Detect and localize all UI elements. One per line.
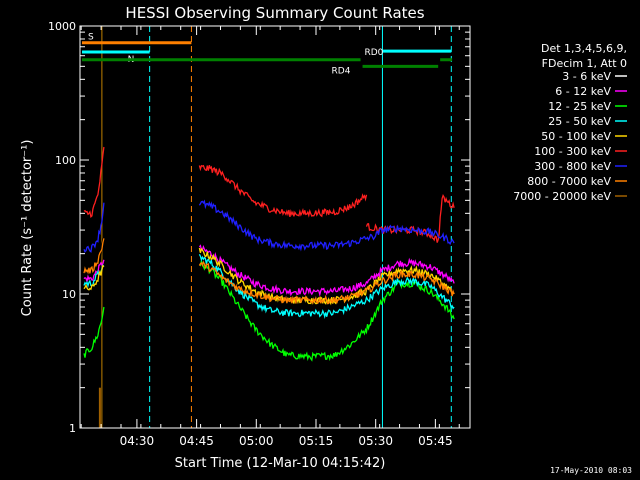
legend-label-3: 25 - 50 keV (548, 115, 611, 128)
flag-label-s: S (88, 33, 94, 43)
x-axis-label: Start Time (12-Mar-10 04:15:42) (175, 456, 386, 471)
y-tick-label-100: 100 (55, 154, 76, 167)
series-line-4-segment-0 (83, 264, 105, 291)
series-line-5-segment-2 (365, 193, 455, 243)
y-tick-label-1: 1 (69, 422, 76, 435)
series-line-5-segment-0 (83, 146, 105, 219)
series-line-1-segment-1 (198, 244, 455, 297)
legend-label-5: 100 - 300 keV (534, 145, 611, 158)
legend-label-6: 300 - 800 keV (534, 160, 611, 173)
series-line-5-segment-1 (198, 164, 368, 218)
y-axis-label: Count Rate (s⁻¹ detector⁻¹) (20, 140, 35, 317)
series-line-1-segment-0 (83, 259, 105, 282)
footer-date: 17-May-2010 08:03 (550, 466, 632, 475)
series-line-2-segment-1 (199, 259, 455, 362)
x-tick-label-05:45: 05:45 (418, 434, 453, 448)
legend-label-2: 12 - 25 keV (548, 100, 611, 113)
legend-label-7: 800 - 7000 keV (527, 175, 611, 188)
legend-header-1: FDecim 1, Att 0 (542, 57, 627, 70)
x-tick-label-04:30: 04:30 (120, 434, 155, 448)
plot-frame (79, 25, 471, 429)
y-tick-label-1000: 1000 (48, 20, 76, 33)
series-line-7-segment-1 (198, 260, 455, 305)
series-line-6-segment-1 (198, 199, 455, 252)
series-line-7-segment-0 (83, 238, 105, 275)
x-tick-label-05:30: 05:30 (358, 434, 393, 448)
flag-label-rd4: RD4 (332, 67, 351, 77)
x-tick-label-04:45: 04:45 (179, 434, 214, 448)
legend-label-8: 7000 - 20000 keV (513, 190, 611, 203)
legend-label-4: 50 - 100 keV (541, 130, 611, 143)
legend-label-1: 6 - 12 keV (555, 85, 611, 98)
legend-header-0: Det 1,3,4,5,6,9, (541, 42, 627, 55)
series-line-2-segment-0 (83, 306, 105, 358)
chart-title: HESSI Observing Summary Count Rates (125, 4, 424, 22)
series-line-3-segment-1 (198, 253, 455, 320)
series-line-6-segment-0 (83, 202, 105, 253)
flag-label-rd0: RD0 (364, 48, 383, 58)
series-line-0-segment-1 (198, 235, 455, 289)
legend-label-0: 3 - 6 keV (562, 70, 611, 83)
y-tick-label-10: 10 (62, 288, 76, 301)
x-tick-label-05:00: 05:00 (239, 434, 274, 448)
x-tick-label-05:15: 05:15 (299, 434, 334, 448)
